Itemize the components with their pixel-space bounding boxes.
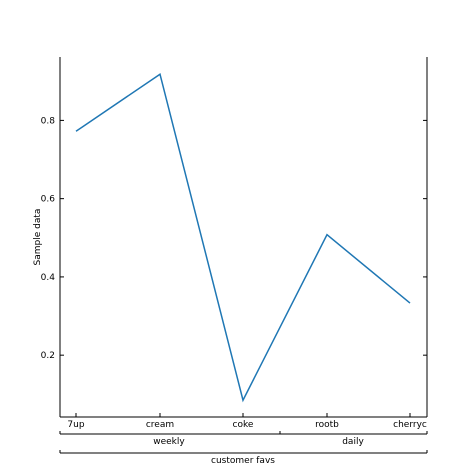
x-tick-label: coke	[233, 420, 254, 430]
y-axis-label: Sample data	[33, 209, 43, 266]
y-axis-ticks: 0.2 0.4 0.6 0.8	[41, 116, 427, 361]
group-brackets: weekly daily customer favs	[59, 431, 428, 466]
y-tick-label: 0.2	[41, 351, 55, 361]
x-tick-label: cream	[146, 420, 174, 430]
y-tick-label: 0.6	[41, 195, 56, 205]
supergroup-label: customer favs	[211, 456, 275, 466]
x-tick-label: rootb	[315, 420, 339, 430]
group-label: weekly	[153, 437, 185, 447]
y-tick-label: 0.8	[41, 116, 56, 126]
series-line	[75, 72, 411, 403]
group-label: daily	[342, 437, 364, 447]
y-tick-label: 0.4	[41, 273, 56, 283]
x-tick-label: cherryc	[393, 420, 427, 430]
x-axis-ticks: 7up cream coke rootb cherryc	[67, 413, 427, 430]
x-tick-label: 7up	[67, 420, 84, 430]
